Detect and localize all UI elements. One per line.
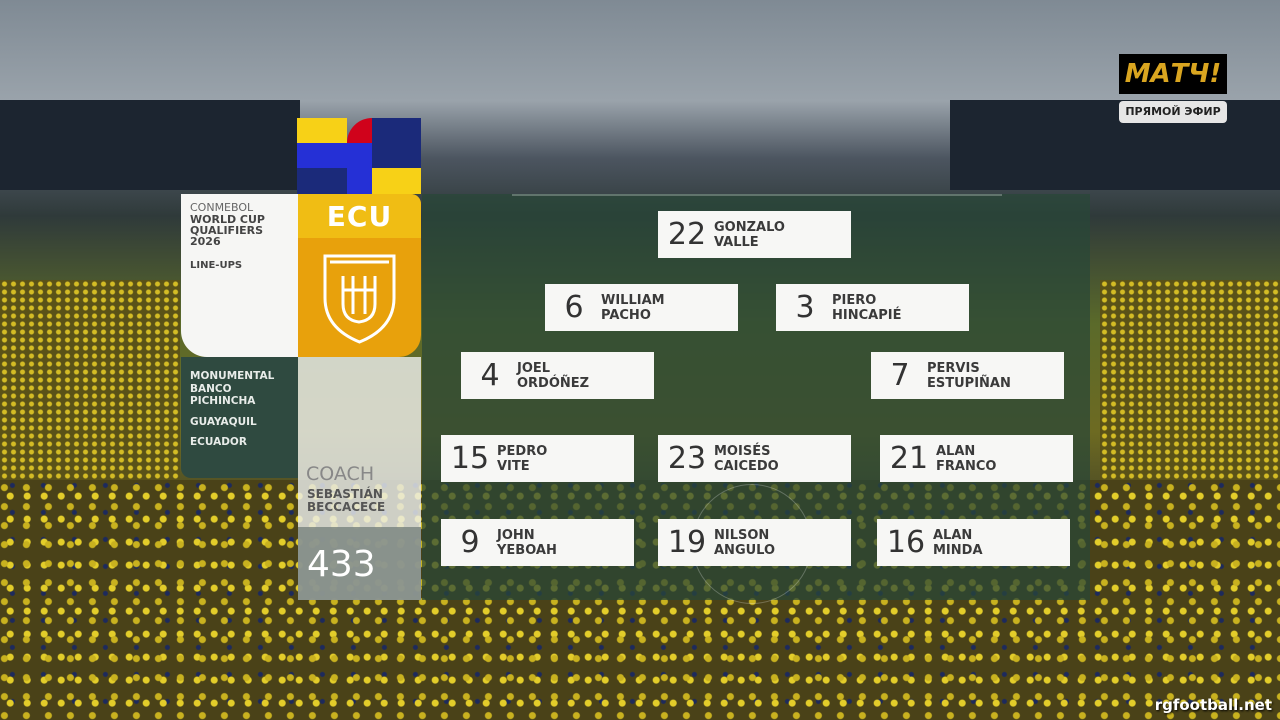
player-number: 23 [667, 441, 707, 476]
player-number: 15 [450, 441, 490, 476]
player-card: 9 JOHN YEBOAH [441, 519, 634, 566]
player-last-name: FRANCO [936, 458, 997, 474]
player-card: 19 NILSON ANGULO [658, 519, 851, 566]
player-first-name: MOISÉS [714, 443, 771, 459]
player-name: GONZALO VALLE [714, 220, 785, 250]
player-first-name: PEDRO [497, 443, 548, 459]
team-code: ECU [298, 194, 421, 238]
player-number: 19 [667, 525, 707, 560]
watermark: rgfootball.net [1154, 696, 1272, 714]
competition-year: 2026 [190, 235, 221, 248]
player-card: 6 WILLIAM PACHO [545, 284, 738, 331]
player-name: ALAN MINDA [933, 528, 983, 558]
player-card: 15 PEDRO VITE [441, 435, 634, 482]
player-card: 7 PERVIS ESTUPIÑAN [871, 352, 1064, 399]
ecuador-flag-graphic [297, 118, 421, 194]
player-number: 3 [795, 290, 815, 325]
player-last-name: VITE [497, 458, 530, 474]
player-first-name: GONZALO [714, 219, 785, 235]
stadium-roof-left [0, 100, 300, 190]
coach-first-name: SEBASTIÁN [307, 487, 383, 501]
player-name: NILSON ANGULO [714, 528, 775, 558]
crowd-right [1100, 280, 1280, 480]
player-last-name: VALLE [714, 234, 759, 250]
player-name: ALAN FRANCO [936, 444, 996, 474]
coach-name: SEBASTIÁN BECCACECE [307, 488, 385, 514]
competition-title: QUALIFIERS [190, 224, 264, 237]
crest-icon [323, 254, 396, 344]
stadium-name: MONUMENTAL [190, 370, 275, 382]
player-first-name: ALAN [933, 527, 973, 543]
coach-card: COACH SEBASTIÁN BECCACECE 433 [298, 357, 421, 600]
crowd-left [0, 280, 180, 480]
player-last-name: PACHO [601, 307, 651, 323]
section-label: LINE-UPS [190, 260, 243, 271]
stadium-name: PICHINCHA [190, 395, 256, 407]
player-number: 22 [667, 217, 707, 252]
coach-last-name: BECCACECE [307, 500, 386, 514]
player-name: MOISÉS CAICEDO [714, 444, 779, 474]
player-first-name: PIERO [832, 292, 877, 308]
player-card: 4 JOEL ORDÓÑEZ [461, 352, 654, 399]
player-card: 22 GONZALO VALLE [658, 211, 851, 258]
competition-org: CONMEBOL [190, 201, 254, 214]
player-name: WILLIAM PACHO [601, 293, 665, 323]
competition-title: WORLD CUP [190, 213, 265, 226]
city: GUAYAQUIL [190, 415, 257, 428]
country: ECUADOR [190, 436, 247, 448]
team-card: ECU [298, 194, 421, 357]
player-last-name: ORDÓÑEZ [517, 375, 590, 391]
player-card: 3 PIERO HINCAPIÉ [776, 284, 969, 331]
player-first-name: JOHN [497, 527, 535, 543]
venue-card: MONUMENTAL BANCO PICHINCHA GUAYAQUIL ECU… [181, 357, 298, 478]
player-last-name: HINCAPIÉ [832, 307, 902, 323]
coach-label: COACH [306, 463, 375, 485]
player-name: PIERO HINCAPIÉ [832, 293, 901, 323]
player-first-name: WILLIAM [601, 292, 665, 308]
player-number: 4 [480, 358, 500, 393]
stadium-name: BANCO [190, 382, 232, 395]
player-last-name: CAICEDO [714, 458, 779, 474]
player-last-name: MINDA [933, 542, 983, 558]
player-last-name: YEBOAH [497, 542, 557, 558]
player-last-name: ANGULO [714, 542, 776, 558]
player-number: 7 [890, 358, 910, 393]
player-number: 9 [460, 525, 480, 560]
match-tv-logo: МАТЧ! [1119, 54, 1227, 94]
player-first-name: PERVIS [927, 360, 980, 376]
player-number: 21 [889, 441, 929, 476]
player-name: JOHN YEBOAH [497, 528, 557, 558]
pitch-line [512, 194, 1002, 196]
player-card: 16 ALAN MINDA [877, 519, 1070, 566]
formation: 433 [298, 527, 421, 600]
player-first-name: JOEL [517, 360, 551, 376]
player-number: 16 [886, 525, 926, 560]
player-first-name: ALAN [936, 443, 976, 459]
player-name: JOEL ORDÓÑEZ [517, 361, 589, 391]
stadium-roof-right [950, 100, 1280, 190]
player-number: 6 [564, 290, 584, 325]
player-card: 23 MOISÉS CAICEDO [658, 435, 851, 482]
competition-card: CONMEBOL WORLD CUP QUALIFIERS 2026 LINE-… [181, 194, 298, 357]
player-name: PERVIS ESTUPIÑAN [927, 361, 1011, 391]
player-card: 21 ALAN FRANCO [880, 435, 1073, 482]
player-name: PEDRO VITE [497, 444, 547, 474]
player-first-name: NILSON [714, 527, 770, 543]
player-last-name: ESTUPIÑAN [927, 375, 1011, 391]
live-badge: ПРЯМОЙ ЭФИР [1119, 101, 1227, 123]
